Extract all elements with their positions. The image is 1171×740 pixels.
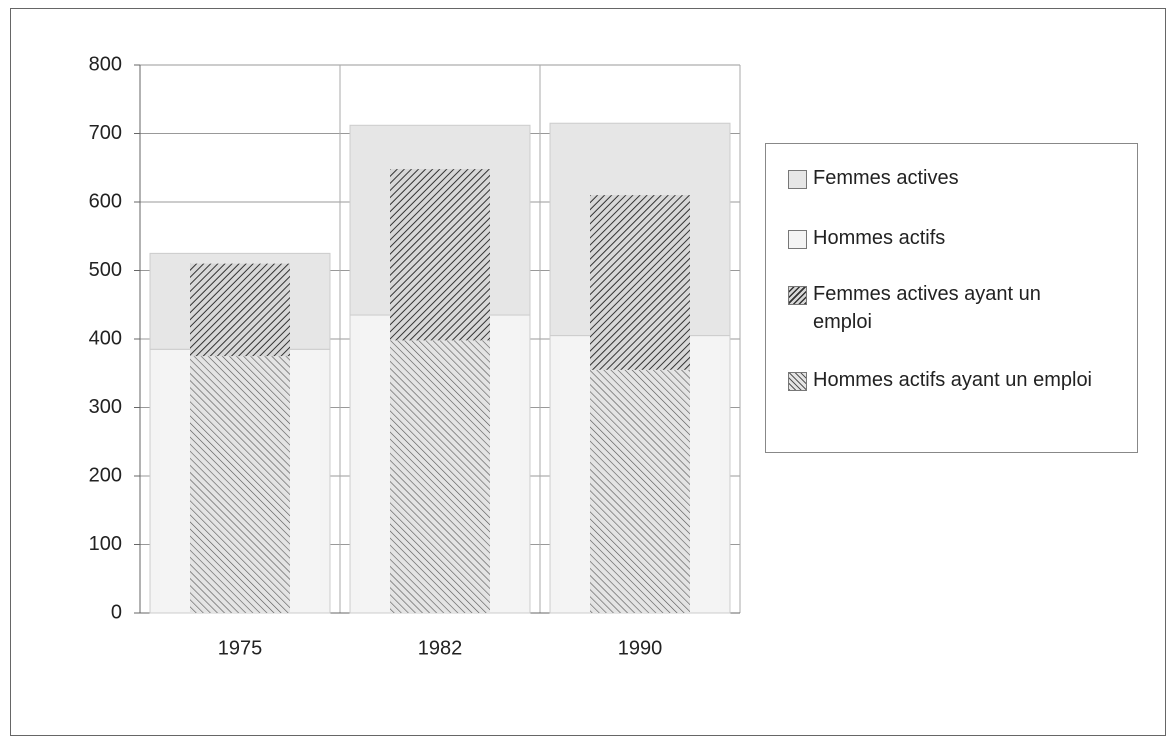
legend-label: Femmes actives [813,167,959,189]
legend-swatch [788,286,807,305]
chart-frame [10,8,1166,736]
y-tick-label: 400 [89,327,122,349]
legend-entry: Hommes actifs [788,224,1113,252]
legend-entry: Femmes actives ayant un emploi [788,280,1043,336]
y-tick-label: 300 [89,396,122,418]
x-tick-label: 1982 [418,637,463,659]
bar-segment [590,369,690,613]
legend-label: Hommes actifs [813,227,946,249]
y-tick-label: 800 [89,53,122,75]
bar-segment [390,169,490,341]
legend: Femmes actives Hommes actifs Femmes active… [765,143,1138,453]
bar-segment [390,340,490,613]
y-tick-label: 700 [89,122,122,144]
legend-entry: Hommes actifs ayant un emploi [788,366,1113,394]
bar-segment [590,195,690,370]
y-tick-label: 600 [89,190,122,212]
legend-entry: Femmes actives [788,164,1113,192]
legend-label: Hommes actifs ayant un emploi [813,369,1093,391]
legend-label: Femmes actives ayant un emploi [813,283,1041,333]
bar-segment [190,263,290,357]
bar-segment [190,356,290,613]
legend-swatch [788,372,807,391]
x-tick-label: 1975 [218,637,263,659]
legend-swatch [788,170,807,189]
y-tick-label: 100 [89,533,122,555]
y-tick-label: 500 [89,259,122,281]
y-tick-label: 200 [89,464,122,486]
legend-swatch [788,230,807,249]
x-tick-label: 1990 [618,637,663,659]
y-tick-label: 0 [111,601,122,623]
